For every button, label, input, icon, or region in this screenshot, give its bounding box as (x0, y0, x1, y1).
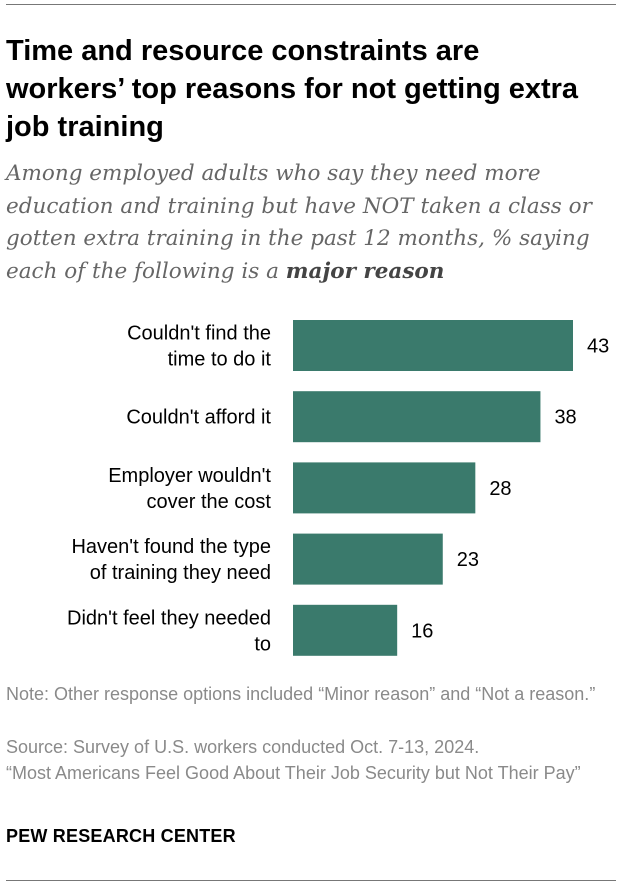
category-label-1: Couldn't afford it (126, 407, 271, 429)
category-label-3: Haven't found the type of training they n… (71, 536, 271, 584)
bar-2 (293, 462, 476, 514)
chart-title: Time and resource constraints are worker… (6, 35, 579, 143)
source-text: Source: Survey of U.S. workers conducted… (6, 737, 480, 757)
bar-value-label-2: 28 (489, 478, 511, 500)
bar-3 (293, 533, 443, 585)
subtitle-text: Among employed adults who say they need … (6, 161, 592, 284)
top-rule (6, 4, 616, 5)
subtitle-emphasis: major reason (285, 258, 445, 284)
brand-logo-text: PEW RESEARCH CENTER (6, 826, 236, 846)
bar-4 (293, 604, 398, 656)
bottom-rule (6, 880, 616, 881)
bar-1 (293, 391, 541, 443)
bar-chart: 43 Couldn't find the time to do it 38 Couldn… (67, 320, 609, 656)
category-label-4: Didn't feel they needed to (67, 607, 271, 655)
category-label-2: Employer wouldn't cover the cost (108, 465, 271, 513)
note-text: Note: Other response options included “M… (6, 684, 596, 704)
bar-value-label-3: 23 (457, 549, 479, 571)
chart-subtitle: Among employed adults who say they need … (6, 158, 606, 288)
bar-value-label-0: 43 (587, 336, 609, 358)
category-label-0: Couldn't find the time to do it (127, 323, 271, 371)
bar-0 (293, 320, 573, 371)
bar-value-label-1: 38 (554, 407, 576, 429)
bar-value-label-4: 16 (411, 620, 433, 642)
report-title: “Most Americans Feel Good About Their Jo… (6, 763, 581, 783)
